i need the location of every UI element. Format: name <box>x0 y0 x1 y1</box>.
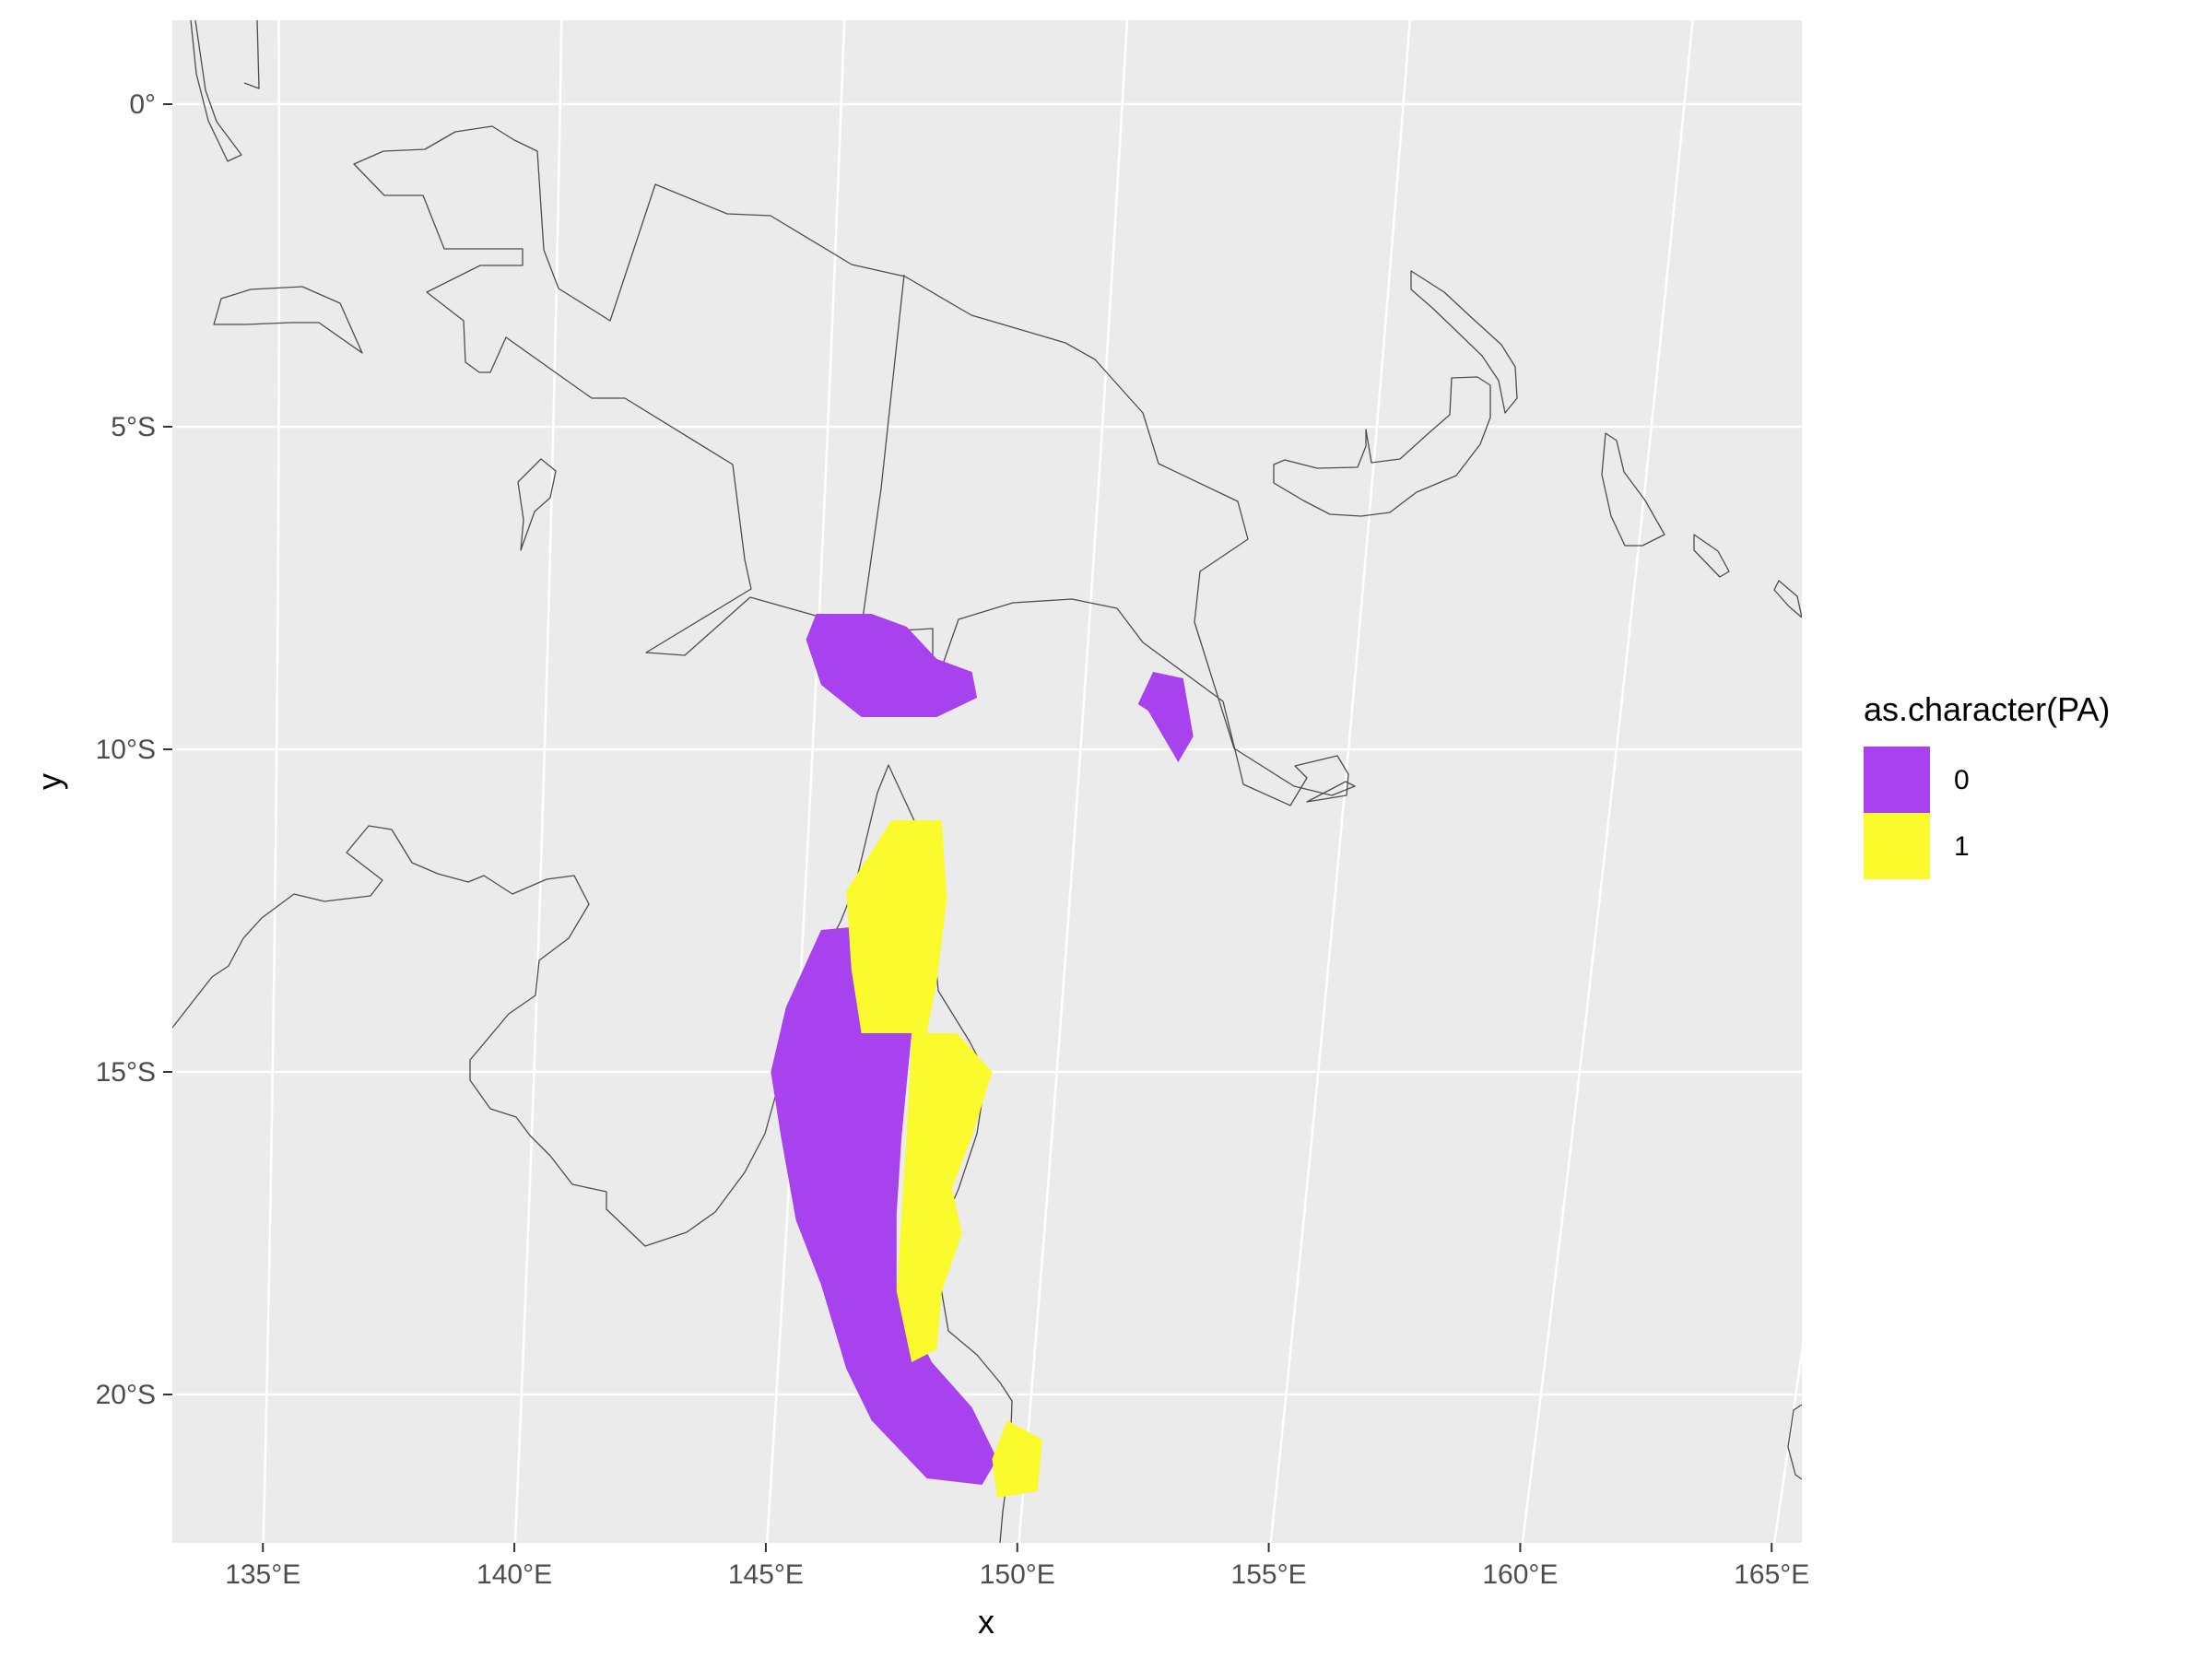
region-pa-1-3 <box>846 820 947 1033</box>
legend-key-0 <box>1864 747 1930 813</box>
x-tick-label-1: 140°E <box>477 1559 552 1590</box>
legend-key-1 <box>1864 813 1930 879</box>
y-tick-label-1: 5°S <box>111 412 156 442</box>
region-pa-0-2 <box>771 924 997 1485</box>
x-axis-title: x <box>978 1603 994 1641</box>
graticule-lines <box>172 20 1802 1543</box>
legend-label-1: 1 <box>1954 831 1970 862</box>
coastline-new-guinea <box>353 125 1356 806</box>
meridian-line-5 <box>1521 20 1694 1543</box>
legend-label-0: 0 <box>1954 765 1970 795</box>
meridian-line-0 <box>262 20 281 1543</box>
y-axis: 0° 5°S 10°S 15°S 20°S <box>96 89 172 1410</box>
y-tick-label-4: 20°S <box>96 1380 156 1410</box>
meridian-line-1 <box>513 20 563 1543</box>
legend-title: as.character(PA) <box>1864 690 2110 728</box>
coastline-islands-north <box>190 20 557 551</box>
x-tick-label-0: 135°E <box>225 1559 300 1590</box>
x-tick-label-2: 145°E <box>728 1559 804 1590</box>
x-tick-label-5: 160°E <box>1482 1559 1558 1590</box>
y-axis-title: y <box>30 773 68 790</box>
x-tick-label-4: 155°E <box>1231 1559 1307 1590</box>
x-tick-label-3: 150°E <box>980 1559 1055 1590</box>
y-tick-label-0: 0° <box>129 89 156 120</box>
coastline-new-britain <box>1273 376 1491 517</box>
region-pa-0-1 <box>1137 672 1194 762</box>
y-tick-label-2: 10°S <box>96 735 156 765</box>
meridian-line-2 <box>765 20 846 1543</box>
meridian-line-3 <box>1018 20 1129 1543</box>
region-pa-1-5 <box>992 1420 1042 1498</box>
x-axis: 135°E 140°E 145°E 150°E 155°E 160°E 165°E <box>225 1543 1809 1590</box>
y-tick-label-3: 15°S <box>96 1057 156 1088</box>
coastline-east-edge <box>1787 1404 1802 1480</box>
region-pa-1-4 <box>896 1033 993 1362</box>
coastline-australia <box>172 764 1013 1543</box>
x-tick-label-6: 165°E <box>1734 1559 1809 1590</box>
coastline-new-ireland <box>1410 270 1518 414</box>
presence-absence-regions <box>771 614 1194 1498</box>
region-pa-0-0 <box>806 614 978 717</box>
panel-background <box>172 20 1802 1543</box>
legend: as.character(PA) 0 1 <box>1864 690 2110 879</box>
coastline-solomon-islands <box>1601 432 1802 618</box>
